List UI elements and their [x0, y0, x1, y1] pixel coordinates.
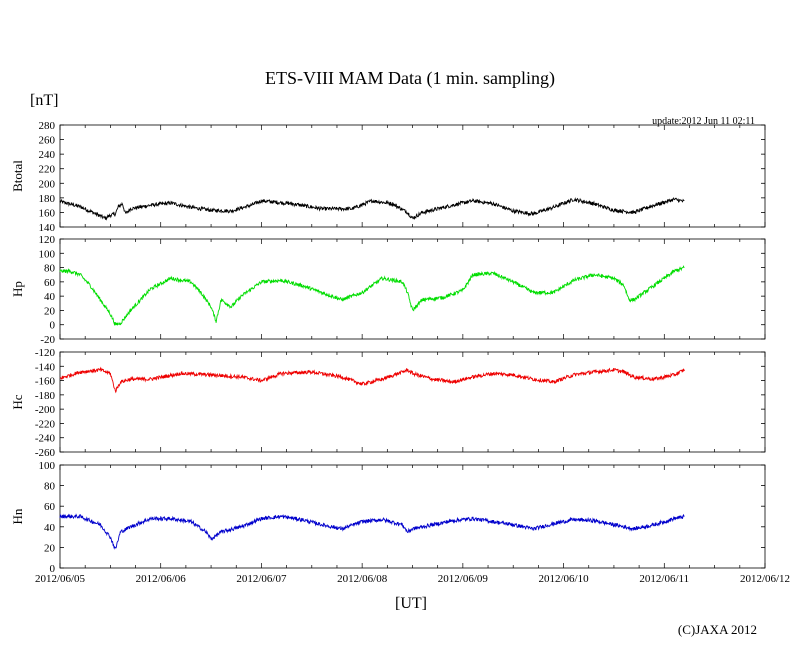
y-tick-label-hn: 0 [50, 563, 56, 575]
unit-label: [nT] [30, 92, 58, 109]
y-tick-label-hc: -220 [35, 418, 56, 430]
panel-frame-hn [59, 464, 766, 569]
update-timestamp: update:2012 Jun 11 02:11 [652, 116, 755, 127]
x-tick-label: 2012/06/12 [740, 573, 790, 585]
y-tick-label-hp: -20 [40, 334, 55, 346]
y-tick-label-hp: 40 [44, 291, 56, 303]
x-tick-label: 2012/06/05 [35, 573, 86, 585]
x-tick-label: 2012/06/08 [337, 573, 388, 585]
y-tick-label-hp: 20 [44, 305, 56, 317]
panel-frame-btotal [59, 124, 766, 228]
panel-frame-hp [59, 238, 766, 340]
chart-panels: 280260240220200180160140Btotal1201008060… [10, 120, 790, 585]
panel-ylabel-hn: Hn [10, 508, 25, 524]
panel-ylabel-hc: Hc [10, 394, 25, 409]
y-tick-label-btotal: 240 [39, 149, 56, 161]
y-tick-label-hc: -260 [35, 447, 56, 459]
y-tick-label-hp: 120 [39, 234, 56, 246]
y-tick-label-hp: 60 [44, 277, 56, 289]
series-line-hc [59, 366, 685, 394]
y-tick-label-hc: -160 [35, 376, 56, 388]
x-axis-label: [UT] [395, 595, 427, 612]
y-tick-label-hc: -180 [35, 390, 56, 402]
series-line-btotal [59, 197, 685, 221]
y-tick-label-btotal: 280 [39, 120, 56, 132]
y-tick-label-btotal: 260 [39, 135, 56, 147]
panel-frame-hc [59, 351, 766, 453]
y-tick-label-hn: 20 [44, 542, 56, 554]
y-tick-label-hp: 100 [39, 248, 56, 260]
series-line-hn [59, 513, 685, 550]
y-tick-label-hp: 0 [50, 320, 56, 332]
copyright-text: (C)JAXA 2012 [678, 622, 757, 637]
panel-ylabel-btotal: Btotal [10, 160, 25, 192]
x-tick-label: 2012/06/09 [438, 573, 489, 585]
y-tick-label-hn: 60 [44, 501, 56, 513]
x-tick-label: 2012/06/11 [639, 573, 689, 585]
y-tick-label-hn: 40 [44, 522, 56, 534]
panel-ylabel-hp: Hp [10, 281, 25, 297]
y-tick-label-hn: 100 [39, 460, 56, 472]
chart-title: ETS-VIII MAM Data (1 min. sampling) [265, 68, 555, 89]
y-tick-label-btotal: 200 [39, 178, 56, 190]
y-tick-label-hn: 80 [44, 481, 56, 493]
y-tick-label-btotal: 140 [39, 222, 56, 234]
y-tick-label-btotal: 180 [39, 193, 56, 205]
y-tick-label-btotal: 160 [39, 207, 56, 219]
y-tick-label-btotal: 220 [39, 164, 56, 176]
y-tick-label-hc: -200 [35, 404, 56, 416]
series-line-hp [59, 265, 685, 327]
x-tick-label: 2012/06/07 [236, 573, 287, 585]
y-tick-label-hc: -240 [35, 433, 56, 445]
x-tick-label: 2012/06/10 [539, 573, 590, 585]
y-tick-label-hp: 80 [44, 263, 56, 275]
x-tick-label: 2012/06/06 [136, 573, 187, 585]
y-tick-label-hc: -140 [35, 361, 56, 373]
y-tick-label-hc: -120 [35, 347, 56, 359]
